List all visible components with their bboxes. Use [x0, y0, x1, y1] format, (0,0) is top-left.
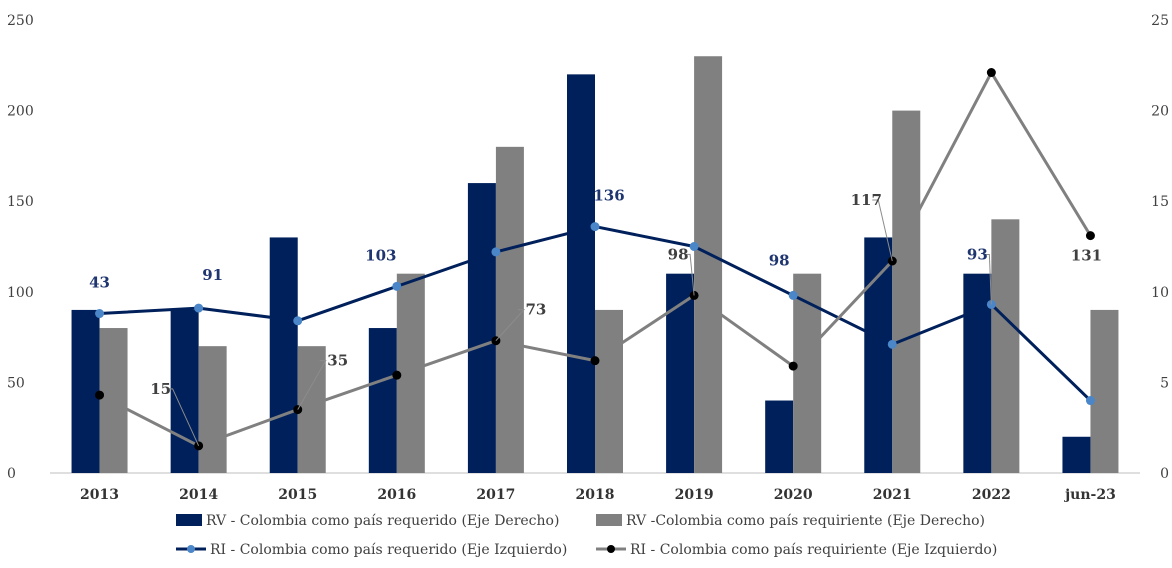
x-axis-tick: 2018	[576, 487, 615, 503]
right-axis-tick: 20	[1151, 104, 1169, 120]
legend-swatch	[596, 514, 622, 526]
right-axis-tick: 25	[1151, 13, 1169, 29]
line-point	[986, 68, 996, 78]
bar	[666, 273, 695, 473]
leader-line	[166, 388, 200, 447]
line-point	[392, 281, 402, 291]
x-axis-tick: 2017	[476, 487, 515, 503]
leader-line	[983, 253, 992, 305]
bar	[567, 74, 595, 474]
leader-line	[684, 253, 695, 296]
data-label: 136	[593, 187, 624, 205]
data-label: 73	[525, 301, 546, 319]
x-axis-tick: 2015	[278, 487, 317, 503]
data-label: 98	[769, 251, 790, 269]
bar	[198, 346, 227, 473]
data-label: 117	[851, 191, 882, 209]
data-label: 35	[327, 352, 348, 370]
data-label: 15	[150, 380, 171, 398]
bar	[991, 219, 1020, 473]
line-point	[194, 303, 204, 313]
leader-line	[495, 309, 526, 342]
x-axis-tick: 2016	[377, 487, 416, 503]
bar	[765, 400, 794, 473]
left-axis-tick: 100	[7, 285, 34, 301]
legend-marker	[607, 545, 615, 553]
legend-label: RV - Colombia como país requerido (Eje D…	[206, 513, 559, 529]
bar	[368, 328, 397, 473]
line-point	[590, 356, 600, 366]
data-label: 91	[202, 266, 223, 284]
bar	[71, 309, 100, 473]
line-point	[392, 370, 402, 380]
line-point	[1085, 231, 1095, 241]
left-axis-tick: 150	[7, 194, 34, 210]
data-label: 131	[1071, 247, 1102, 265]
data-label: 103	[365, 246, 396, 264]
x-axis-tick: 2021	[873, 487, 912, 503]
line-point	[491, 247, 501, 257]
x-axis-tick: jun-23	[1063, 487, 1116, 503]
line-point	[887, 339, 897, 349]
x-axis-tick: 2014	[179, 487, 218, 503]
legend-label: RV -Colombia como país requiriente (Eje …	[626, 513, 985, 529]
bar	[864, 237, 893, 473]
leader-line	[297, 360, 327, 410]
bar	[269, 237, 298, 473]
left-axis-tick: 50	[7, 375, 25, 391]
line-point	[1085, 396, 1095, 406]
left-axis-tick: 0	[7, 466, 16, 482]
left-axis-tick: 250	[7, 13, 34, 29]
x-axis-tick: 2022	[972, 487, 1011, 503]
left-axis-tick: 200	[7, 104, 34, 120]
bar	[467, 183, 496, 473]
bar	[170, 309, 199, 473]
x-axis-tick: 2019	[675, 487, 714, 503]
line-point	[788, 290, 798, 300]
bar	[1090, 309, 1119, 473]
x-axis-tick: 2013	[80, 487, 119, 503]
line-point	[293, 316, 303, 326]
bar	[1062, 436, 1091, 473]
data-label: 98	[668, 245, 689, 263]
line-point	[689, 242, 699, 251]
legend-label: RI - Colombia como país requerido (Eje I…	[210, 542, 567, 558]
line-point	[95, 390, 105, 400]
x-axis-tick: 2020	[774, 487, 813, 503]
bar	[595, 309, 623, 473]
bar	[694, 56, 723, 474]
line-point	[590, 222, 600, 232]
bar	[99, 328, 128, 473]
data-label: 93	[967, 245, 988, 263]
bar	[297, 346, 326, 473]
right-axis-tick: 5	[1160, 375, 1169, 391]
line-point	[788, 361, 798, 371]
right-axis-tick: 0	[1160, 466, 1169, 482]
data-label: 43	[89, 274, 110, 292]
legend-marker	[187, 545, 195, 553]
legend-label: RI - Colombia como país requiriente (Eje…	[630, 542, 997, 558]
line-point	[95, 309, 105, 319]
bar	[892, 110, 921, 473]
right-axis-tick: 10	[1151, 285, 1169, 301]
right-axis-tick: 15	[1151, 194, 1169, 210]
legend-swatch	[176, 514, 202, 526]
leader-line	[872, 199, 893, 262]
